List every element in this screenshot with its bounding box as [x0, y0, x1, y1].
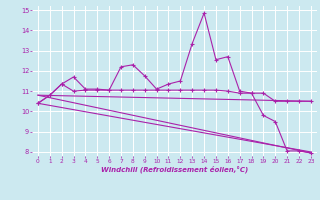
- X-axis label: Windchill (Refroidissement éolien,°C): Windchill (Refroidissement éolien,°C): [101, 165, 248, 173]
